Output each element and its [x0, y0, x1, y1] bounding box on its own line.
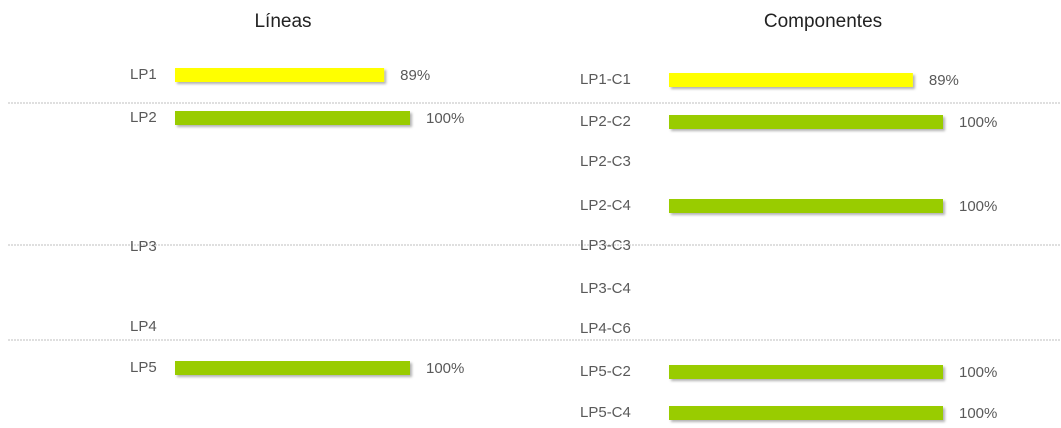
bar — [669, 406, 943, 420]
category-label: LP4 — [130, 318, 157, 335]
value-label: 89% — [400, 67, 430, 84]
category-label: LP2-C3 — [580, 153, 631, 170]
category-label: LP4-C6 — [580, 320, 631, 337]
category-label: LP3-C3 — [580, 237, 631, 254]
bar — [669, 73, 913, 87]
value-label: 89% — [929, 72, 959, 89]
bar — [669, 115, 943, 129]
bar — [669, 365, 943, 379]
bar — [175, 361, 410, 375]
value-label: 100% — [959, 364, 997, 381]
value-label: 100% — [426, 110, 464, 127]
bar — [175, 68, 385, 82]
chart-title: Líneas — [254, 11, 311, 32]
category-label: LP1 — [130, 66, 157, 83]
category-label: LP3 — [130, 238, 157, 255]
category-label: LP5 — [130, 359, 157, 376]
value-label: 100% — [959, 114, 997, 131]
category-label: LP3-C4 — [580, 280, 631, 297]
bar — [669, 199, 943, 213]
value-label: 100% — [426, 360, 464, 377]
category-label: LP2 — [130, 109, 157, 126]
category-label: LP2-C4 — [580, 197, 631, 214]
category-label: LP5-C2 — [580, 363, 631, 380]
chart-title: Componentes — [764, 11, 882, 32]
category-label: LP5-C4 — [580, 404, 631, 421]
bar — [175, 111, 410, 125]
category-label: LP2-C2 — [580, 113, 631, 130]
value-label: 100% — [959, 198, 997, 215]
value-label: 100% — [959, 405, 997, 422]
category-label: LP1-C1 — [580, 71, 631, 88]
